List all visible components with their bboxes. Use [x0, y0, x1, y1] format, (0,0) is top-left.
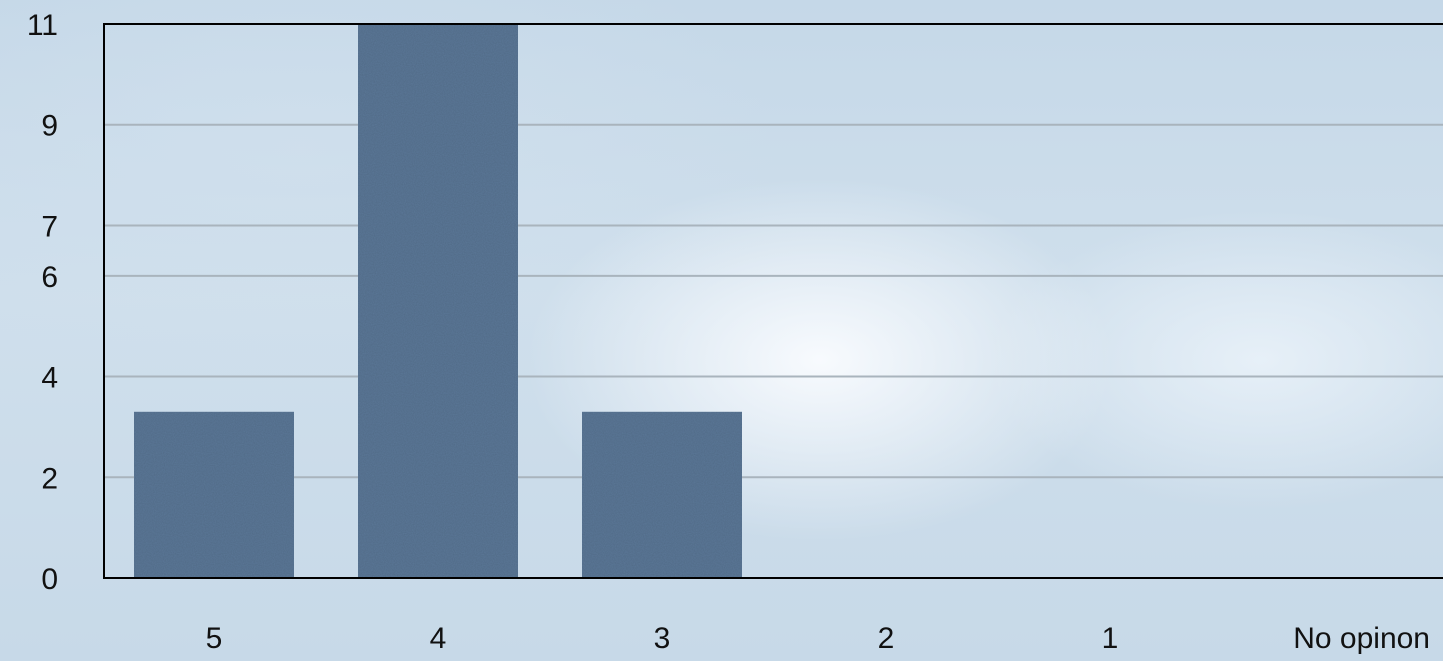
x-tick-label: 3 [654, 622, 671, 655]
bars [134, 24, 742, 578]
x-tick-label: 5 [206, 622, 223, 655]
bar-4 [358, 24, 518, 578]
y-tick-label: 0 [41, 563, 58, 596]
bar-5 [134, 411, 294, 578]
x-tick-label: No opinon [1293, 622, 1430, 655]
plot-frame [103, 23, 1443, 579]
bar-3 [582, 411, 742, 578]
gridlines [104, 23, 1443, 479]
x-tick-label: 1 [1102, 622, 1119, 655]
y-tick-label: 6 [41, 261, 58, 294]
x-axis-tick-labels: 5 4 3 2 1 No opinon [206, 622, 1430, 655]
y-axis-tick-labels: 0 2 4 6 7 9 11 [27, 9, 58, 596]
y-tick-label: 2 [41, 462, 58, 495]
x-tick-label: 4 [430, 622, 447, 655]
y-tick-label: 7 [41, 210, 58, 243]
y-tick-label: 11 [27, 9, 58, 42]
y-tick-label: 4 [41, 362, 58, 395]
x-tick-label: 2 [878, 622, 895, 655]
y-tick-label: 9 [41, 110, 58, 143]
axis-frame [103, 23, 1443, 579]
